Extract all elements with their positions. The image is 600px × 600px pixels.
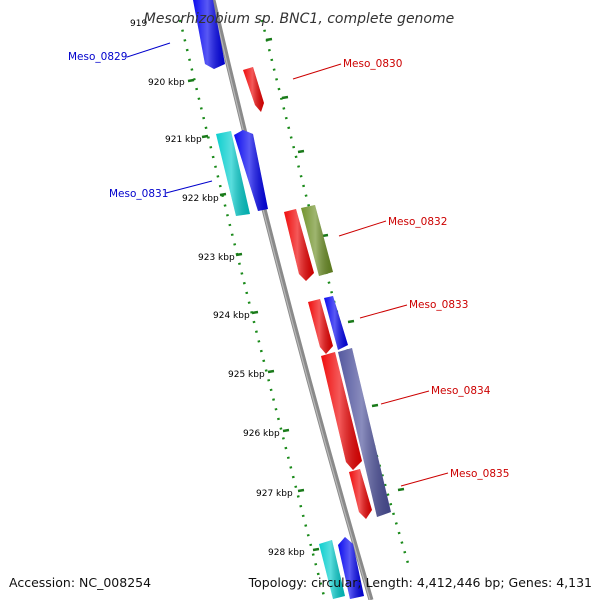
label-leaders [126, 42, 449, 487]
tick-label: 922 kbp [182, 194, 219, 204]
tick-track-left [178, 19, 327, 600]
tick-label: 920 kbp [148, 78, 185, 88]
tick-label: 923 kbp [198, 253, 235, 263]
tick-label: 927 kbp [256, 489, 293, 499]
genome-backbone-highlight [211, 0, 371, 600]
accession-text: Accession: NC_008254 [9, 575, 151, 590]
tick-label: 925 kbp [228, 370, 265, 380]
gene-label-meso-0833[interactable]: Meso_0833 [409, 299, 468, 311]
gene-label-meso-0829[interactable]: Meso_0829 [68, 51, 127, 63]
gene-label-meso-0834[interactable]: Meso_0834 [431, 385, 491, 397]
map-title: Mesorhizobium sp. BNC1, complete genome [144, 11, 455, 27]
tick-label: 924 kbp [213, 311, 250, 321]
tick-label: 919 [130, 19, 147, 29]
tick-labels: 919 920 kbp 921 kbp 922 kbp 923 kbp 924 … [130, 19, 305, 558]
gene-shine [193, 0, 391, 599]
tick-track-right [260, 19, 412, 571]
gene-label-meso-0830[interactable]: Meso_0830 [343, 58, 402, 70]
genome-summary-text: Topology: circular; Length: 4,412,446 bp… [248, 575, 592, 590]
tick-label: 921 kbp [165, 135, 202, 145]
gene-label-meso-0832[interactable]: Meso_0832 [388, 216, 447, 228]
gene-labels[interactable]: Meso_0829 Meso_0830 Meso_0831 Meso_0832 … [68, 51, 509, 480]
gene-label-meso-0835[interactable]: Meso_0835 [450, 468, 509, 480]
genome-backbone [210, 0, 374, 600]
tick-label: 928 kbp [268, 548, 305, 558]
gene-label-meso-0831[interactable]: Meso_0831 [109, 188, 168, 200]
tick-label: 926 kbp [243, 429, 280, 439]
